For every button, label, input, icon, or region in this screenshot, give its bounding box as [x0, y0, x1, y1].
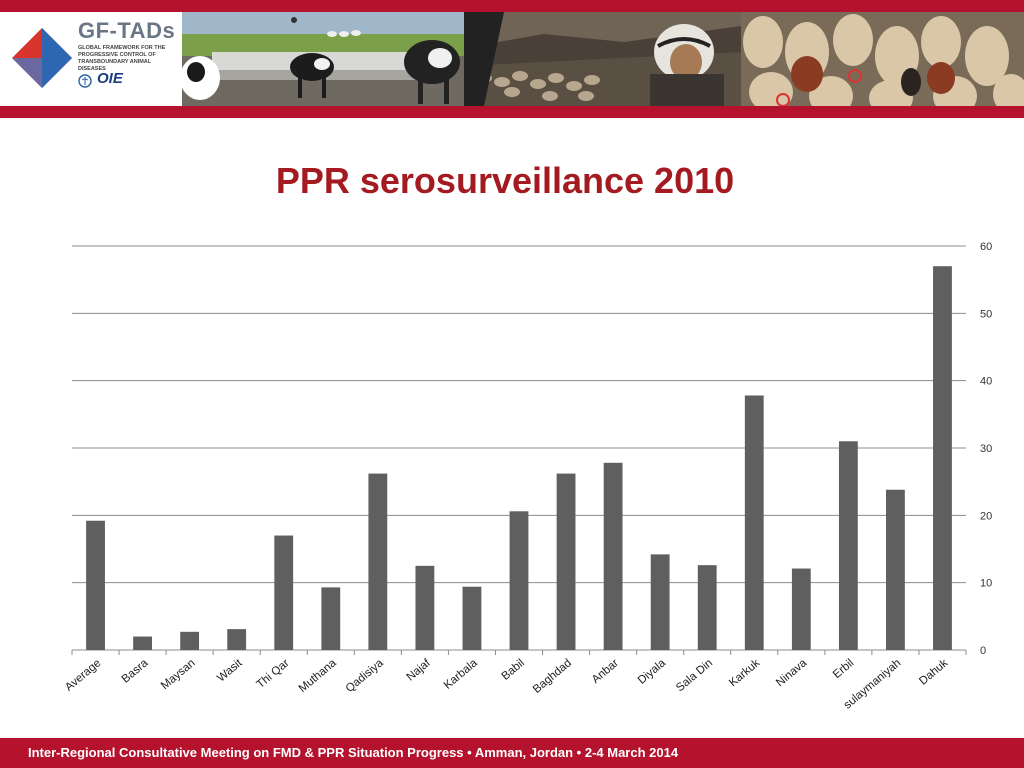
x-tick-label: Dahuk [917, 657, 950, 688]
photo-sheep-flock [741, 12, 1024, 106]
footer-text: Inter-Regional Consultative Meeting on F… [28, 745, 679, 760]
bar-erbil [838, 441, 858, 650]
bar-baghdad [556, 473, 576, 650]
bar-diyala [650, 554, 670, 650]
x-tick-label: Diyala [636, 657, 669, 687]
header-banner: GF-TADs Global Framework for the Progres… [0, 12, 1024, 106]
bar-muthana [321, 587, 341, 650]
x-tick-label: Najaf [405, 657, 434, 684]
y-tick-label: 10 [980, 578, 992, 590]
y-tick-label: 60 [980, 241, 992, 253]
bar-najaf [415, 565, 435, 650]
y-tick-label: 50 [980, 308, 992, 320]
bar-average [86, 520, 105, 650]
x-tick-label: Muthana [297, 657, 339, 695]
y-tick-label: 40 [980, 376, 992, 388]
x-tick-label: Karkuk [727, 657, 762, 689]
x-tick-label: Qadisiya [344, 657, 386, 695]
bar-maysan [180, 631, 200, 650]
x-tick-label: Baghdad [531, 657, 574, 696]
x-tick-label: Karbala [442, 657, 481, 692]
x-tick-label: Wasit [215, 657, 245, 685]
x-tick-label: Babil [500, 657, 527, 683]
bar-anbar [603, 462, 623, 650]
bar-thi-qar [274, 535, 294, 650]
bar-qadisiya [368, 473, 388, 650]
footer-bar: Inter-Regional Consultative Meeting on F… [0, 738, 1024, 768]
slide-title: PPR serosurveillance 2010 [275, 160, 735, 201]
x-tick-label: Basra [120, 657, 151, 686]
top-accent-bar [0, 0, 1024, 12]
x-tick-label: Maysan [159, 657, 198, 692]
bar-wasit [227, 629, 247, 650]
bar-sala-din [697, 565, 717, 650]
x-tick-label: Ninava [774, 657, 810, 690]
logo-title: GF-TADs [78, 18, 176, 43]
bar-karkuk [744, 395, 764, 650]
serosurveillance-bar-chart: 0 10 20 30 40 50 60 Average Basra Maysan Wasit Thi … [63, 241, 992, 712]
x-tick-label: Sala Din [674, 657, 715, 694]
logo-subtitle: Global Framework for the Progressive Con… [78, 45, 166, 72]
x-tick-label: Thi Qar [255, 657, 292, 691]
header-red-band [0, 106, 1024, 118]
photo-herder-with-sheep [464, 12, 741, 106]
oie-logo: OIE [97, 70, 123, 87]
x-tick-label: Anbar [590, 657, 621, 686]
x-tick-label: Average [63, 657, 103, 694]
y-tick-label: 0 [980, 645, 986, 657]
photo-cows-at-trough [182, 12, 464, 106]
bar-basra [133, 636, 152, 650]
x-tick-label: Erbil [831, 657, 856, 681]
bar-sulaymaniyah [886, 489, 905, 650]
gf-tads-logo: GF-TADs Global Framework for the Progres… [0, 12, 182, 106]
bar-dahuk [933, 266, 952, 650]
gf-tads-diamond-icon [12, 28, 72, 88]
y-tick-label: 30 [980, 443, 992, 455]
fao-emblem-icon [78, 74, 92, 88]
bar-ninava [791, 568, 811, 650]
bar-babil [509, 511, 529, 650]
y-tick-label: 20 [980, 510, 992, 522]
bar-karbala [462, 586, 482, 650]
